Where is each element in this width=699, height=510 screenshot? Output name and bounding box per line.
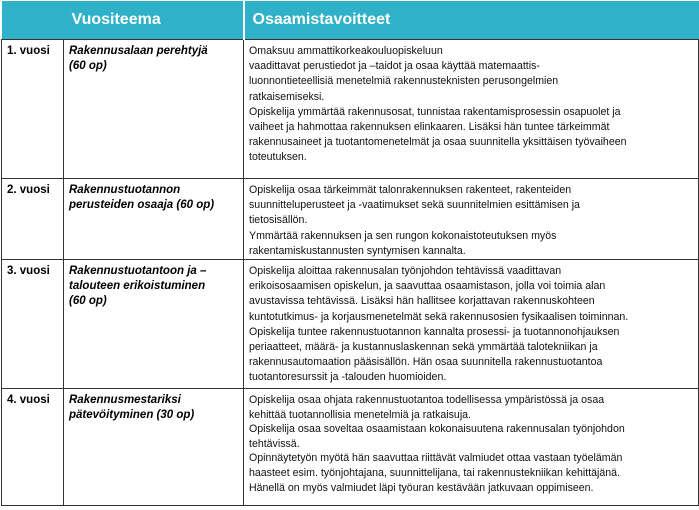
goal-line: tuotantoresurssit ja -talouden huomioide…: [249, 371, 447, 384]
goal-line: ratkaisemiseksi.: [249, 90, 325, 103]
goal-line: luonnontieteellisiä menetelmiä rakennust…: [249, 75, 559, 88]
theme-line: Rakennustuotannon: [69, 184, 181, 196]
goal-line: periaatteet, määrä- ja kustannuslaskenna…: [249, 341, 598, 354]
goal-line: Opiskelija osaa ohjata rakennustuotantoa…: [249, 394, 605, 407]
theme-line: Rakennusmestariksi: [69, 394, 181, 407]
goal-line: Omaksuu ammattikorkeakouluopiskeluun: [249, 45, 443, 57]
goals-cell: Opiskelija osaa ohjata rakennustuotantoa…: [243, 388, 699, 507]
theme-line: (60 op): [69, 60, 107, 73]
goal-line: kehittää tuotannollisia menetelmiä ja ra…: [249, 408, 472, 421]
table-row: 4. vuosi Rakennusmestariksi pätevöityminen…: [1, 388, 699, 507]
goal-line: toteutuksen.: [249, 151, 307, 164]
header-row: Vuositeema Osaamistavoitteet: [1, 1, 699, 40]
goal-line: kuntotutkimus- ja korjausmenetelmät sekä…: [249, 310, 629, 323]
theme-cell: Rakennusmestariksi pätevöityminen (30 op): [63, 388, 244, 507]
goal-line: erikoisosaamisen opiskelun, ja saavuttaa…: [249, 280, 606, 293]
goal-line: Opiskelija aloittaa rakennusalan työnjoh…: [249, 265, 562, 278]
goal-line: vaadittavat perustiedot ja –taidot ja os…: [249, 60, 540, 73]
theme-cell: Rakennustuotantoon ja – talouteen erikois…: [63, 259, 244, 390]
year-cell: 4. vuosi: [1, 388, 64, 507]
table-row: 3. vuosi Rakennustuotantoon ja – talouteen…: [1, 259, 699, 390]
goal-line: Opinnäytetyön myötä hän saavuttaa riittä…: [249, 452, 623, 465]
goal-line: vaiheet ja hahmottaa rakennuksen elinkaa…: [249, 121, 610, 134]
goal-line: tietosisällön.: [249, 214, 308, 227]
goal-line: suunnitteluperusteet ja -vaatimukset sek…: [249, 199, 580, 212]
header-cell: Vuositeema: [1, 1, 245, 40]
goal-line: Hänellä on myös valmiudet läpi työuran k…: [249, 481, 594, 494]
goal-line: tehtävissä.: [249, 437, 300, 450]
table-body: 1. vuosi Rakennusalaan perehtyjä (60 op) Om…: [1, 39, 699, 507]
goal-line: Opiskelija osaa tärkeimmät talonrakennuk…: [249, 184, 572, 196]
year-cell: 1. vuosi: [1, 39, 64, 179]
theme-cell: Rakennustuotannon perusteiden osaaja (60 …: [63, 177, 244, 261]
year-cell: 2. vuosi: [1, 177, 64, 261]
goal-line: rakentamiskustannusten syntymisen kannal…: [249, 244, 466, 257]
year-cell: 3. vuosi: [1, 259, 64, 390]
goal-line: Opiskelija tuntee rakennustuotannon kann…: [249, 325, 620, 338]
theme-line: (60 op): [69, 295, 107, 308]
theme-line: talouteen erikoistuminen: [69, 280, 206, 293]
goal-line: rakennusaineet ja tuotantomenetelmät ja …: [249, 136, 627, 149]
goal-line: avustavissa tehtävissä. Lisäksi hän hall…: [249, 295, 595, 308]
theme-line: Rakennusalaan perehtyjä: [69, 45, 208, 57]
theme-line: perusteiden osaaja (60 op): [69, 199, 215, 212]
goal-line: Opiskelija osaa soveltaa osaamistaan kok…: [249, 423, 625, 436]
theme-line: Rakennustuotantoon ja –: [69, 265, 207, 278]
goal-line: Opiskelija ymmärtää rakennusosat, tunnis…: [249, 105, 621, 118]
table-row: 2. vuosi Rakennustuotannon perusteiden osa…: [1, 177, 699, 261]
goal-line: rakennusautomaation pääsisällön. Hän osa…: [249, 356, 603, 369]
table-row: 1. vuosi Rakennusalaan perehtyjä (60 op) Om…: [1, 39, 699, 179]
header-cell: Osaamistavoitteet: [243, 1, 699, 40]
theme-line: pätevöityminen (30 op): [69, 408, 195, 421]
goals-cell: Omaksuu ammattikorkeakouluopiskeluun vaad…: [243, 39, 699, 179]
goal-line: Ymmärtää rakennuksen ja sen rungon kokon…: [249, 229, 557, 242]
goals-cell: Opiskelija osaa tärkeimmät talonrakennuk…: [243, 177, 699, 261]
goal-line: haasteet esim. työnjohtajana, suunnittel…: [249, 466, 621, 479]
theme-cell: Rakennusalaan perehtyjä (60 op): [63, 39, 244, 179]
goals-cell: Opiskelija aloittaa rakennusalan työnjoh…: [243, 259, 699, 390]
